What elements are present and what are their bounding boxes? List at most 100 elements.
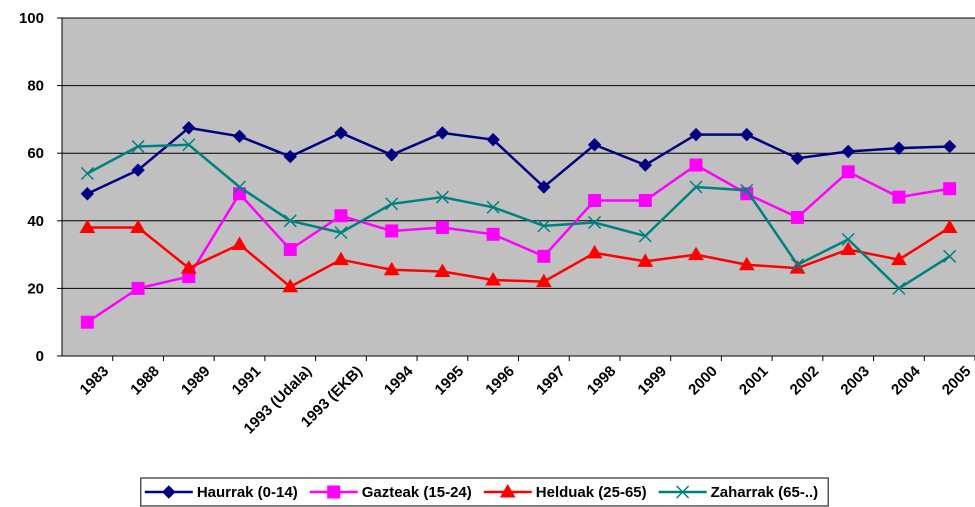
marker xyxy=(638,158,653,172)
y-tick-label: 60 xyxy=(27,145,44,162)
marker xyxy=(485,271,502,286)
marker xyxy=(740,127,754,142)
marker xyxy=(486,200,500,214)
marker xyxy=(790,210,804,224)
x-tick-label: 1991 xyxy=(229,363,265,399)
x-tick-label: 2001 xyxy=(736,363,772,399)
marker xyxy=(79,219,96,234)
x-tick-label: 1983 xyxy=(77,363,113,399)
marker xyxy=(841,144,855,159)
marker xyxy=(637,253,654,267)
marker xyxy=(385,197,399,211)
marker xyxy=(385,224,399,238)
marker xyxy=(334,209,348,223)
marker xyxy=(131,139,145,153)
marker xyxy=(499,484,516,498)
legend-label: Haurrak (0-14) xyxy=(197,484,298,501)
x-tick-label: 2002 xyxy=(787,363,823,399)
marker xyxy=(486,132,500,147)
marker xyxy=(435,190,449,204)
x-tick-label: 1994 xyxy=(381,362,417,398)
legend-label: Helduak (25-65) xyxy=(536,484,647,501)
marker xyxy=(383,261,400,276)
marker xyxy=(943,249,957,263)
series xyxy=(79,219,958,293)
marker xyxy=(840,241,857,256)
series-line xyxy=(86,163,950,324)
marker xyxy=(638,229,652,243)
marker xyxy=(131,281,145,295)
marker xyxy=(892,281,906,295)
marker xyxy=(537,180,551,194)
x-tick-label: 2003 xyxy=(837,363,873,399)
legend-label: Zaharrak (65-..) xyxy=(711,484,819,501)
marker xyxy=(942,139,957,154)
marker xyxy=(587,138,602,152)
marker xyxy=(80,187,95,201)
marker xyxy=(282,278,299,293)
marker xyxy=(283,149,297,164)
y-tick-label: 80 xyxy=(27,78,44,95)
marker xyxy=(688,246,704,261)
y-tick-label: 0 xyxy=(36,348,44,365)
y-tick-label: 40 xyxy=(27,213,44,230)
x-tick-label: 1995 xyxy=(432,363,468,399)
marker xyxy=(232,129,247,144)
marker xyxy=(892,190,906,204)
marker xyxy=(740,183,754,197)
x-tick-label: 1996 xyxy=(482,363,518,399)
marker xyxy=(689,180,703,194)
marker xyxy=(435,126,450,140)
marker xyxy=(435,221,449,235)
legend: Haurrak (0-14) Gazteak (15-24) Helduak (25… xyxy=(140,477,829,507)
marker xyxy=(162,485,176,499)
marker xyxy=(892,141,906,155)
marker xyxy=(586,244,603,259)
series xyxy=(80,121,957,201)
marker xyxy=(689,158,703,172)
marker xyxy=(327,485,341,499)
x-tick-label: 1999 xyxy=(635,363,671,399)
marker xyxy=(891,251,907,266)
series-line xyxy=(86,126,950,195)
marker xyxy=(80,166,94,181)
marker xyxy=(283,214,297,228)
series xyxy=(80,138,957,295)
marker xyxy=(537,249,551,263)
y-tick-label: 20 xyxy=(27,280,44,297)
y-tick-label: 100 xyxy=(19,10,44,27)
marker xyxy=(486,227,500,241)
marker xyxy=(283,243,297,257)
marker xyxy=(130,219,146,234)
marker xyxy=(232,180,247,194)
marker xyxy=(231,236,248,250)
marker xyxy=(182,121,196,135)
series-line xyxy=(87,226,951,289)
marker xyxy=(588,194,602,208)
marker xyxy=(80,315,94,329)
series-line xyxy=(86,143,951,290)
marker xyxy=(180,260,197,274)
marker xyxy=(790,151,805,165)
marker xyxy=(841,232,855,246)
marker xyxy=(738,256,755,271)
marker xyxy=(334,126,348,140)
x-tick-label: 2004 xyxy=(888,362,924,398)
x-tick-label: 1998 xyxy=(584,363,620,399)
legend-label: Gazteak (15-24) xyxy=(362,484,472,501)
marker xyxy=(689,127,703,142)
marker xyxy=(789,260,806,274)
x-tick-label: 1989 xyxy=(178,363,214,399)
marker xyxy=(537,219,551,233)
marker xyxy=(588,215,602,230)
x-tick-label: 1988 xyxy=(127,363,163,399)
marker xyxy=(638,194,652,208)
series xyxy=(80,158,957,329)
marker xyxy=(182,138,196,152)
x-tick-label: 2000 xyxy=(685,363,721,399)
marker xyxy=(676,485,690,499)
marker xyxy=(943,182,957,196)
marker xyxy=(790,258,805,272)
x-tick-label: 2005 xyxy=(939,363,975,399)
